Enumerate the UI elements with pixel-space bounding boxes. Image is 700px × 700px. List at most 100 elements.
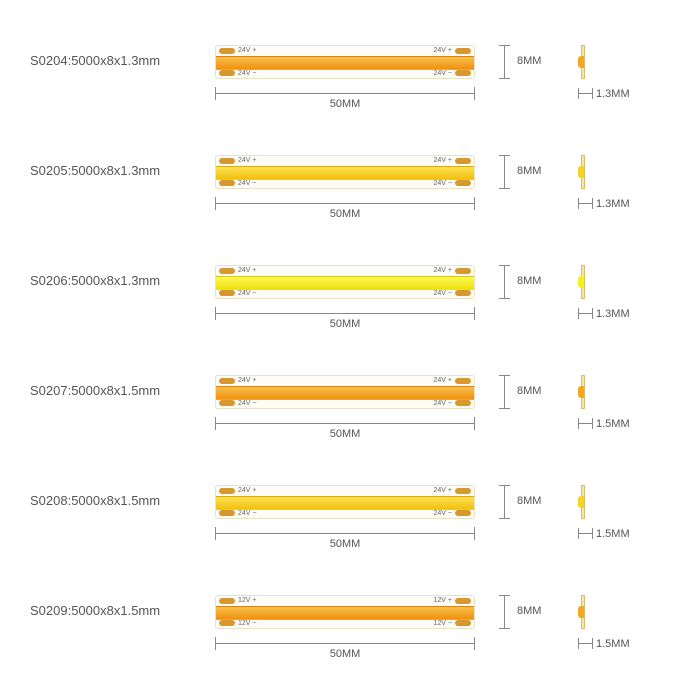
voltage-marking: 24V +	[434, 267, 453, 274]
model-label: S0209:5000x8x1.5mm	[30, 595, 215, 618]
height-dimension: 8MM	[495, 375, 560, 409]
thickness-dimension: 1.5MM	[572, 525, 632, 547]
voltage-marking: 24V −	[434, 400, 453, 407]
led-band	[216, 56, 474, 70]
voltage-marking: 24V +	[434, 377, 453, 384]
spec-row: S0207:5000x8x1.5mm 24V + 24V + 24V − 24V…	[30, 375, 670, 453]
solder-pad	[219, 400, 235, 406]
length-dimension: 50MM	[215, 635, 475, 655]
strip-top-view: 24V + 24V + 24V − 24V − 50MM	[215, 155, 495, 215]
height-dimension: 8MM	[495, 595, 560, 629]
led-band	[216, 386, 474, 400]
voltage-marking: 12V −	[238, 620, 257, 627]
length-value: 50MM	[326, 318, 365, 330]
led-strip-spec-diagram: S0204:5000x8x1.3mm 24V + 24V + 24V − 24V…	[30, 45, 670, 673]
thickness-value: 1.3MM	[596, 88, 630, 100]
model-label: S0208:5000x8x1.5mm	[30, 485, 215, 508]
led-band	[216, 166, 474, 180]
strip-body: 24V + 24V + 24V − 24V −	[215, 485, 475, 519]
height-dimension: 8MM	[495, 155, 560, 189]
side-led	[578, 56, 584, 68]
length-value: 50MM	[326, 648, 365, 660]
thickness-value: 1.3MM	[596, 308, 630, 320]
voltage-marking: 24V −	[238, 70, 257, 77]
solder-pad	[455, 620, 471, 626]
strip-side-view: 1.5MM	[560, 375, 655, 437]
voltage-marking: 24V −	[238, 510, 257, 517]
solder-pad	[455, 488, 471, 494]
length-value: 50MM	[326, 428, 365, 440]
height-dimension: 8MM	[495, 485, 560, 519]
solder-pad	[219, 510, 235, 516]
solder-pad	[455, 268, 471, 274]
height-value: 8MM	[517, 595, 541, 617]
strip-side-view: 1.3MM	[560, 155, 655, 217]
model-label: S0206:5000x8x1.3mm	[30, 265, 215, 288]
side-led	[578, 276, 584, 288]
thickness-value: 1.5MM	[596, 418, 630, 430]
solder-pad	[219, 598, 235, 604]
solder-pad	[219, 488, 235, 494]
solder-pad	[455, 290, 471, 296]
strip-top-view: 24V + 24V + 24V − 24V − 50MM	[215, 375, 495, 435]
strip-body: 24V + 24V + 24V − 24V −	[215, 375, 475, 409]
spec-row: S0205:5000x8x1.3mm 24V + 24V + 24V − 24V…	[30, 155, 670, 233]
voltage-marking: 24V +	[238, 157, 257, 164]
height-value: 8MM	[517, 375, 541, 397]
solder-pad	[219, 268, 235, 274]
spec-row: S0206:5000x8x1.3mm 24V + 24V + 24V − 24V…	[30, 265, 670, 343]
length-value: 50MM	[326, 538, 365, 550]
height-value: 8MM	[517, 265, 541, 287]
voltage-marking: 24V +	[238, 267, 257, 274]
solder-pad	[219, 180, 235, 186]
side-led	[578, 496, 584, 508]
strip-top-view: 12V + 12V + 12V − 12V − 50MM	[215, 595, 495, 655]
strip-side-view: 1.3MM	[560, 265, 655, 327]
thickness-value: 1.5MM	[596, 528, 630, 540]
length-value: 50MM	[326, 98, 365, 110]
strip-body: 12V + 12V + 12V − 12V −	[215, 595, 475, 629]
solder-pad	[455, 48, 471, 54]
voltage-marking: 24V −	[238, 180, 257, 187]
spec-row: S0208:5000x8x1.5mm 24V + 24V + 24V − 24V…	[30, 485, 670, 563]
solder-pad	[219, 290, 235, 296]
voltage-marking: 24V −	[434, 70, 453, 77]
solder-pad	[455, 598, 471, 604]
solder-pad	[455, 180, 471, 186]
thickness-dimension: 1.3MM	[572, 85, 632, 107]
strip-top-view: 24V + 24V + 24V − 24V − 50MM	[215, 45, 495, 105]
thickness-dimension: 1.3MM	[572, 305, 632, 327]
solder-pad	[219, 70, 235, 76]
spec-row: S0209:5000x8x1.5mm 12V + 12V + 12V − 12V…	[30, 595, 670, 673]
solder-pad	[219, 378, 235, 384]
solder-pad	[455, 158, 471, 164]
height-value: 8MM	[517, 155, 541, 177]
solder-pad	[455, 510, 471, 516]
solder-pad	[219, 158, 235, 164]
height-value: 8MM	[517, 45, 541, 67]
voltage-marking: 24V −	[434, 180, 453, 187]
length-dimension: 50MM	[215, 525, 475, 545]
strip-side-view: 1.3MM	[560, 45, 655, 107]
thickness-value: 1.3MM	[596, 198, 630, 210]
strip-body: 24V + 24V + 24V − 24V −	[215, 265, 475, 299]
side-led	[578, 606, 584, 618]
thickness-dimension: 1.3MM	[572, 195, 632, 217]
solder-pad	[455, 378, 471, 384]
length-dimension: 50MM	[215, 195, 475, 215]
voltage-marking: 24V −	[434, 290, 453, 297]
solder-pad	[455, 400, 471, 406]
side-led	[578, 166, 584, 178]
height-value: 8MM	[517, 485, 541, 507]
voltage-marking: 24V −	[238, 290, 257, 297]
voltage-marking: 24V −	[238, 400, 257, 407]
voltage-marking: 24V +	[238, 487, 257, 494]
thickness-value: 1.5MM	[596, 638, 630, 650]
voltage-marking: 12V −	[434, 620, 453, 627]
spec-row: S0204:5000x8x1.3mm 24V + 24V + 24V − 24V…	[30, 45, 670, 123]
thickness-dimension: 1.5MM	[572, 415, 632, 437]
voltage-marking: 24V +	[434, 487, 453, 494]
voltage-marking: 24V +	[434, 157, 453, 164]
thickness-dimension: 1.5MM	[572, 635, 632, 657]
voltage-marking: 12V +	[238, 597, 257, 604]
